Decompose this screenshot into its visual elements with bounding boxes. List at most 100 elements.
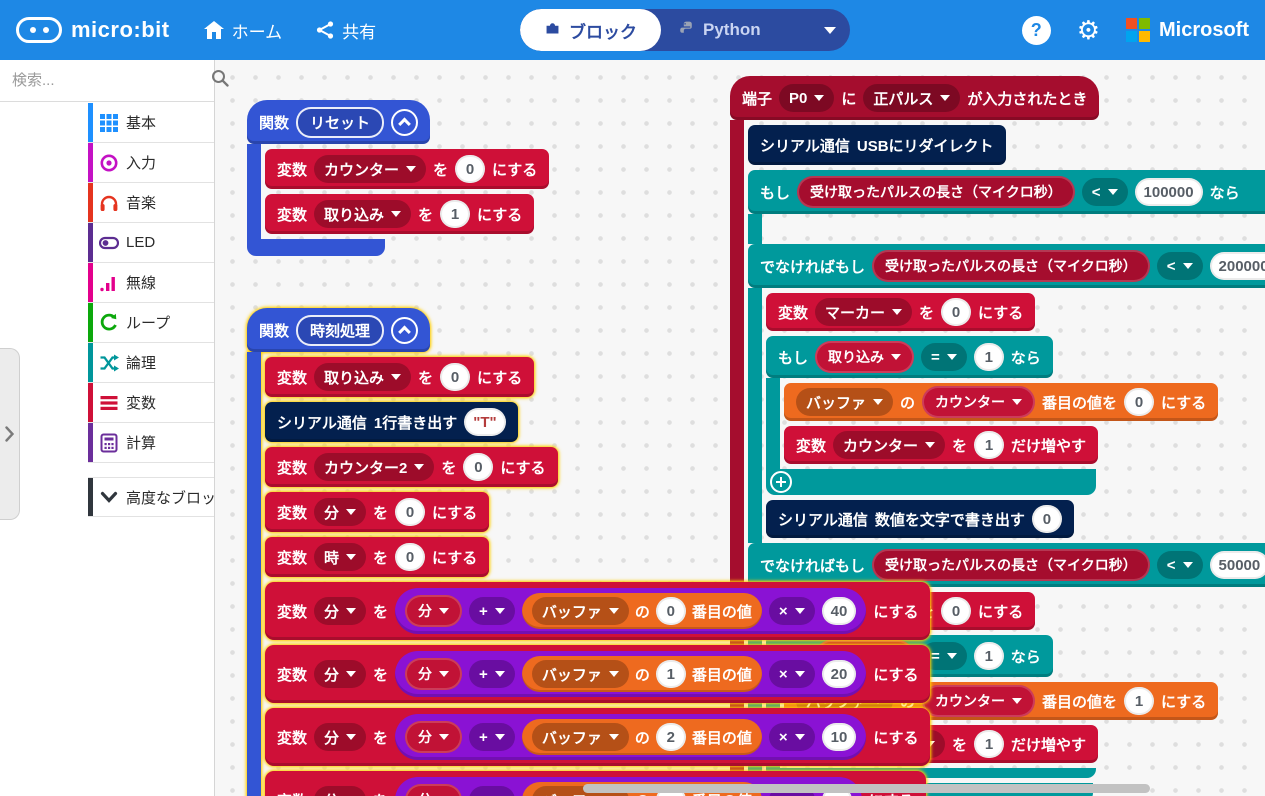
sidebar-item-radio[interactable]: 無線 [88,263,214,303]
comparison-dropdown[interactable]: < [1156,551,1203,579]
chevron-down-icon[interactable] [824,26,836,34]
math-expression-block[interactable]: 分 + バッファ の 2 番目の値 × 10 [395,714,867,760]
value-input[interactable]: 50000 [1209,551,1265,579]
add-else-button[interactable] [770,471,792,493]
pulse-mode-dropdown[interactable]: 正パルス [863,84,961,112]
operator-dropdown[interactable]: × [768,597,815,625]
help-button[interactable] [1021,15,1051,45]
tab-python[interactable]: Python [661,20,824,41]
share-button[interactable]: 共有 [316,18,376,43]
sidebar-item-math[interactable]: 計算 [88,423,214,463]
operator-dropdown[interactable]: × [768,660,815,688]
simulator-expand-handle[interactable] [0,348,20,520]
variable-dropdown[interactable]: 分 [314,498,367,526]
value-input[interactable]: 1 [1124,687,1155,715]
set-variable-block[interactable]: 変数 分 を 0 にする [265,492,490,532]
operator-dropdown[interactable]: + [469,660,515,688]
operator-dropdown[interactable]: + [469,597,515,625]
value-input[interactable]: 0 [463,453,494,481]
math-expression-block[interactable]: 分 + バッファ の 1 番目の値 × 20 [395,651,867,697]
variable-reporter[interactable]: 分 [405,721,463,753]
variable-reporter[interactable]: カウンター [922,386,1036,418]
sidebar-item-advanced[interactable]: 高度なブロック [88,477,214,517]
tab-blocks[interactable]: ブロック [520,9,661,51]
function-hat[interactable]: 関数 時刻処理 [247,308,431,352]
gear-icon[interactable] [1077,17,1100,43]
set-variable-calc-block[interactable]: 変数 分 を 分 + バッファ の 2 番目の値 × 10 [265,708,931,766]
set-variable-block[interactable]: 変数 取り込み を 0 にする [265,357,535,397]
buffer-dropdown[interactable]: バッファ [796,388,894,416]
elseif-row[interactable]: でなければもし 受け取ったパルスの長さ（マイクロ秒） < 200000 [748,244,1265,288]
operator-dropdown[interactable]: + [469,786,515,796]
buffer-dropdown[interactable]: バッファ [531,597,629,625]
value-input[interactable]: 200000 [1209,252,1265,280]
function-name[interactable]: 時刻処理 [296,314,385,346]
index-input[interactable]: 0 [655,597,686,625]
value-input[interactable]: 0 [1124,388,1155,416]
value-input[interactable]: 1 [440,200,471,228]
horizontal-scrollbar[interactable] [583,784,1150,793]
buffer-value-block[interactable]: バッファ の 1 番目の値 [521,656,762,692]
factor-input[interactable]: 20 [821,660,857,688]
variable-reporter[interactable]: カウンター [922,685,1036,717]
pulse-duration-reporter[interactable]: 受け取ったパルスの長さ（マイクロ秒） [797,176,1075,208]
pulse-duration-reporter[interactable]: 受け取ったパルスの長さ（マイクロ秒） [872,250,1150,282]
collapse-button[interactable] [391,316,419,344]
function-name[interactable]: リセット [296,106,385,138]
microsoft-logo[interactable]: Microsoft [1126,18,1249,42]
value-input[interactable]: 100000 [1134,178,1203,206]
search-icon[interactable] [211,69,229,92]
sidebar-item-input[interactable]: 入力 [88,143,214,183]
inner-if-block[interactable]: もし 取り込み = 1 なら [766,336,1219,495]
variable-reporter[interactable]: 分 [405,658,463,690]
change-variable-block[interactable]: 変数 カウンター を 1 だけ増やす [784,426,1099,464]
pulse-duration-reporter[interactable]: 受け取ったパルスの長さ（マイクロ秒） [872,549,1150,581]
variable-dropdown[interactable]: 分 [314,660,367,688]
if-row[interactable]: もし 取り込み = 1 なら [766,336,1053,378]
sidebar-item-basic[interactable]: 基本 [88,103,214,143]
buffer-value-block[interactable]: バッファ の 2 番目の値 [521,719,762,755]
set-variable-block[interactable]: 変数 マーカー を 0 にする [766,293,1036,331]
operator-dropdown[interactable]: + [469,723,515,751]
event-hat[interactable]: 端子 P0 に 正パルス が入力されたとき [730,76,1100,120]
buffer-dropdown[interactable]: バッファ [531,660,629,688]
string-input[interactable]: "T" [464,408,506,436]
comparison-dropdown[interactable]: < [1081,178,1128,206]
set-variable-calc-block[interactable]: 変数 分 を 分 + バッファ の 1 番目の値 × 20 [265,645,931,703]
serial-write-number-block[interactable]: シリアル通信 数値を文字で書き出す 0 [766,500,1074,538]
pin-dropdown[interactable]: P0 [779,84,835,112]
sidebar-item-loops[interactable]: ループ [88,303,214,343]
index-input[interactable]: 2 [655,723,686,751]
operator-dropdown[interactable]: × [768,723,815,751]
set-variable-block[interactable]: 変数 取り込み を 1 にする [265,194,535,234]
value-input[interactable]: 0 [440,363,471,391]
value-input[interactable]: 0 [941,298,972,326]
sidebar-item-logic[interactable]: 論理 [88,343,214,383]
comparison-dropdown[interactable]: = [921,343,967,371]
elseif-row[interactable]: でなければもし 受け取ったパルスの長さ（マイクロ秒） < 50000 [748,543,1265,587]
serial-write-line-block[interactable]: シリアル通信 1行書き出す "T" [265,402,518,442]
function-block-jikoku[interactable]: 関数 時刻処理 変数 取り込み を 0 にする シリアル通信 1行書き出す "T… [247,308,931,796]
collapse-button[interactable] [391,108,419,136]
home-button[interactable]: ホーム [203,18,282,43]
function-block-reset[interactable]: 関数 リセット 変数 カウンター を 0 にする 変数 取り込み を 1 [247,100,550,256]
if-row[interactable]: もし 受け取ったパルスの長さ（マイクロ秒） < 100000 なら [748,170,1265,214]
value-input[interactable]: 0 [395,543,426,571]
variable-dropdown[interactable]: 分 [314,786,367,796]
buffer-dropdown[interactable]: バッファ [531,723,629,751]
variable-dropdown[interactable]: カウンター [314,155,427,183]
editor-mode-toggle[interactable]: ブロック Python [520,9,850,51]
variable-dropdown[interactable]: 時 [314,543,367,571]
variable-reporter[interactable]: 取り込み [815,341,915,373]
value-input[interactable]: 0 [941,597,972,625]
value-input[interactable]: 1 [973,642,1004,670]
buffer-set-block[interactable]: バッファ の カウンター 番目の値を 0 にする [784,383,1219,421]
value-input[interactable]: 0 [1031,505,1062,533]
value-input[interactable]: 0 [455,155,486,183]
buffer-dropdown[interactable]: バッファ [531,786,629,796]
variable-dropdown[interactable]: 取り込み [314,363,412,391]
buffer-value-block[interactable]: バッファ の 0 番目の値 [521,593,762,629]
value-input[interactable]: 1 [973,343,1004,371]
variable-dropdown[interactable]: 分 [314,597,367,625]
value-input[interactable]: 1 [974,730,1005,758]
